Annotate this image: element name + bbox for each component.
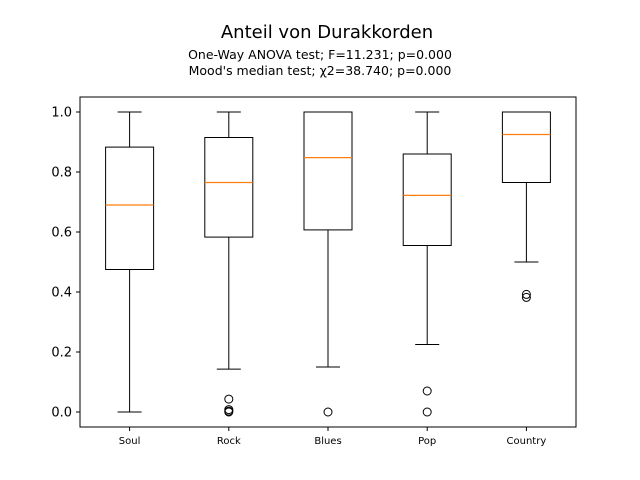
y-tick-label: 0.0 [51,406,72,421]
y-tick-label: 0.8 [51,166,72,181]
box-soul [105,111,155,413]
box-rock [204,111,254,417]
outlier-point [323,407,333,417]
x-tick-label-country: Country [507,436,547,447]
box-pop [402,111,452,417]
iqr-box [501,111,551,183]
x-axis: Soul Rock Blues Pop Country [119,427,547,447]
boxes-group [105,111,551,417]
y-tick-label: 0.4 [51,286,72,301]
x-tick-label-soul: Soul [119,436,141,447]
box-country [501,111,551,302]
x-tick-label-rock: Rock [217,436,241,447]
iqr-box [303,111,353,231]
outlier-point [224,394,234,404]
x-tick-label-pop: Pop [418,436,436,447]
y-tick-label: 0.6 [51,226,72,241]
x-tick-label-blues: Blues [314,436,341,447]
iqr-box [402,153,452,246]
chart-subtitle-mood: Mood's median test; χ2=38.740; p=0.000 [189,63,452,78]
y-tick-label: 0.2 [51,346,72,361]
y-tick-label: 1.0 [51,106,72,121]
outlier-point [422,386,432,396]
box-blues [303,111,353,417]
chart-title: Anteil von Durakkorden [221,22,433,43]
outlier-point [521,289,531,299]
iqr-box [204,137,254,238]
chart-subtitle-anova: One-Way ANOVA test; F=11.231; p=0.000 [188,47,452,62]
y-axis: 0.0 0.2 0.4 0.6 0.8 1.0 [51,106,80,421]
iqr-box [105,146,155,271]
outlier-point [422,407,432,417]
outlier-point [521,292,531,302]
outlier-point [224,407,234,417]
